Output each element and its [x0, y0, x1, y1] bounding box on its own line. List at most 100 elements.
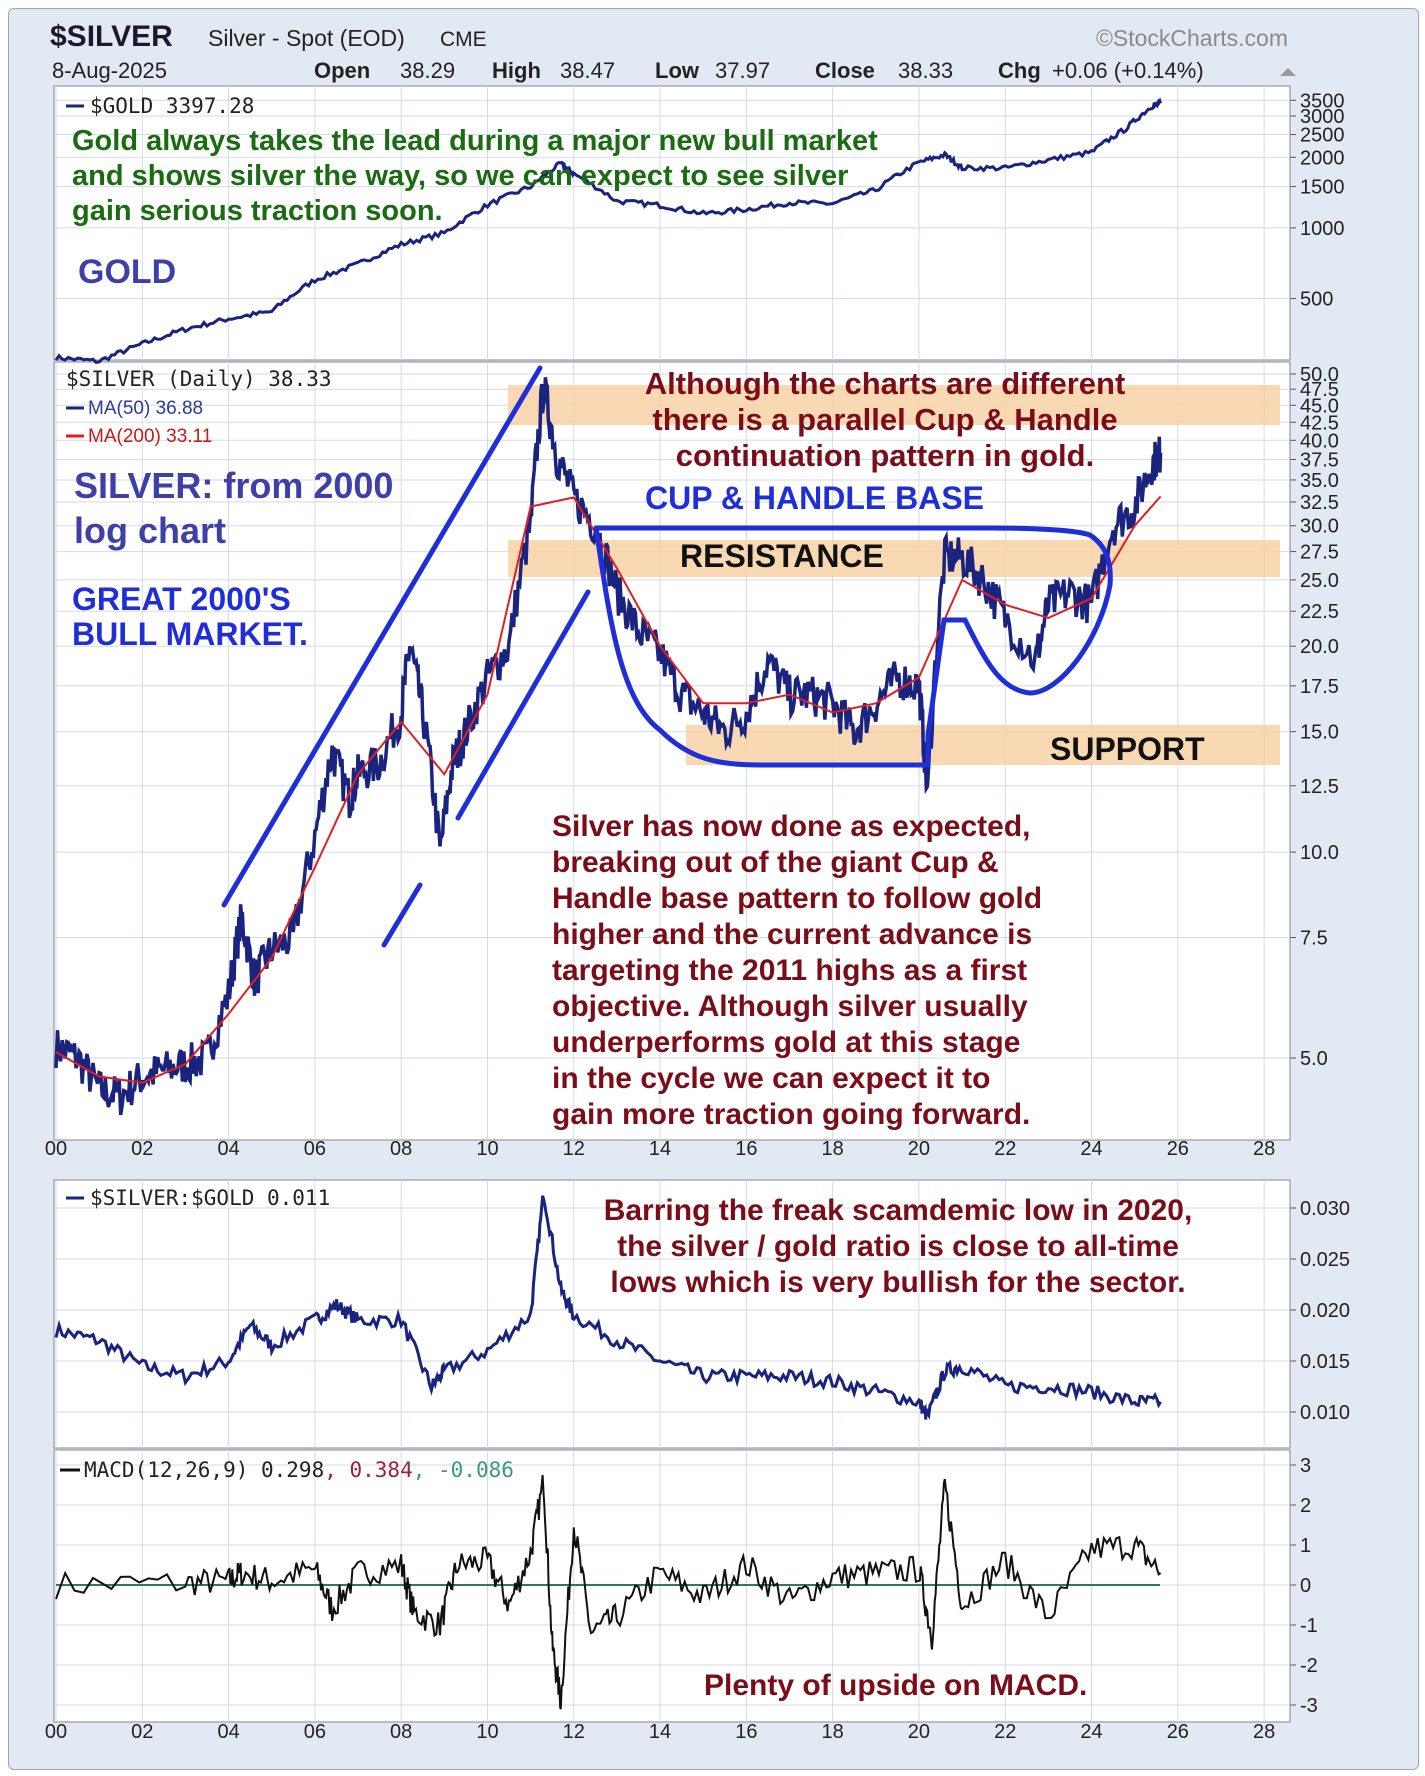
- instrument-name: Silver - Spot (EOD): [208, 25, 405, 51]
- y-tick-label: 0.030: [1300, 1198, 1350, 1220]
- gold-legend: $GOLD 3397.28: [90, 94, 254, 118]
- y-tick-label: 2: [1300, 1495, 1311, 1517]
- macd-legend-macd: MACD(12,26,9) 0.298: [84, 1458, 324, 1482]
- y-tick-label: 0.015: [1300, 1351, 1350, 1373]
- y-tick-label: 3: [1300, 1455, 1311, 1477]
- ratio-line: [54, 1195, 1162, 1421]
- y-tick-label: 22.5: [1300, 601, 1339, 623]
- ratio-annotation-line: lows which is very bullish for the secto…: [610, 1266, 1185, 1299]
- x-tick-label: 26: [1167, 1721, 1189, 1743]
- macd-annotation: Plenty of upside on MACD.: [704, 1669, 1087, 1702]
- silver-top-annotation-line: continuation pattern in gold.: [676, 438, 1094, 473]
- chg-label: Chg: [998, 58, 1041, 83]
- y-tick-label: 1000: [1300, 218, 1345, 240]
- open-value: 38.29: [400, 58, 455, 83]
- silver-body-annotation-line: Silver has now done as expected,: [552, 810, 1031, 843]
- ratio-annotation-line: the silver / gold ratio is close to all-…: [617, 1230, 1179, 1263]
- panel-silver: 50.047.545.042.540.037.535.032.530.0 27.5…: [53, 361, 1339, 1141]
- y-tick-label: 20.0: [1300, 636, 1339, 658]
- x-tick-label: 24: [1080, 1138, 1102, 1160]
- silver-body-annotation-line: targeting the 2011 highs as a first: [552, 954, 1027, 987]
- y-tick-label: 30.0: [1300, 516, 1339, 538]
- silver-title-line: log chart: [74, 510, 226, 551]
- x-tick-label: 20: [908, 1721, 930, 1743]
- y-tick-label: 500: [1300, 289, 1333, 311]
- resistance-band: [508, 540, 1280, 577]
- macd-line: [55, 1474, 1162, 1710]
- x-tick-label: 24: [1080, 1721, 1102, 1743]
- x-tick-label: 12: [563, 1721, 585, 1743]
- x-tick-label: 02: [131, 1138, 153, 1160]
- y-tick-label: 50.0: [1300, 364, 1339, 386]
- y-tick-label: 0.010: [1300, 1402, 1350, 1424]
- x-tick-label: 06: [304, 1138, 326, 1160]
- gold-label: GOLD: [78, 253, 176, 291]
- y-tick-label: 3500: [1300, 90, 1345, 112]
- x-tick-label: 04: [217, 1138, 239, 1160]
- y-tick-label: 2000: [1300, 147, 1345, 169]
- gold-annotation-line: and shows silver the way, so we can expe…: [72, 160, 848, 192]
- chart-date: 8-Aug-2025: [52, 58, 167, 83]
- y-tick-label: 32.5: [1300, 492, 1339, 514]
- x-tick-label: 18: [822, 1138, 844, 1160]
- exchange: CME: [440, 28, 487, 51]
- silver-body-annotation-line: breaking out of the giant Cup &: [552, 846, 999, 879]
- y-tick-label: 10.0: [1300, 842, 1339, 864]
- top-annotation-band: [508, 385, 1280, 425]
- high-label: High: [492, 58, 541, 83]
- close-value: 38.33: [898, 58, 953, 83]
- support-band: [686, 725, 1280, 765]
- y-tick-label: 0.020: [1300, 1300, 1350, 1322]
- low-value: 37.97: [715, 58, 770, 83]
- silver-body-annotation-line: objective. Although silver usually: [552, 990, 1028, 1023]
- y-tick-label: 1500: [1300, 177, 1345, 199]
- silver-body-annotation-line: underperforms gold at this stage: [552, 1026, 1020, 1059]
- ratio-annotation-line: Barring the freak scamdemic low in 2020,: [604, 1194, 1193, 1227]
- silver-body-annotation-line: in the cycle we can expect it to: [552, 1062, 991, 1095]
- chart-header: $SILVER Silver - Spot (EOD) CME ©StockCh…: [50, 20, 1296, 83]
- y-tick-label: 35.0: [1300, 470, 1339, 492]
- silver-top-annotation-line: Although the charts are different: [645, 366, 1126, 401]
- symbol: $SILVER: [50, 20, 173, 53]
- source-credit: ©StockCharts.com: [1096, 25, 1288, 51]
- gold-price-line: [54, 97, 1163, 364]
- y-tick-label: 2500: [1300, 125, 1345, 147]
- cup-and-handle-outline: [593, 525, 1113, 768]
- panel-ratio: 0.030 0.025 0.020 0.015 0.010: [53, 1179, 1350, 1449]
- y-tick-label: 15.0: [1300, 722, 1339, 744]
- x-tick-label: 28: [1253, 1721, 1275, 1743]
- y-tick-label: 40.0: [1300, 430, 1339, 452]
- x-tick-label: 14: [649, 1721, 671, 1743]
- open-label: Open: [314, 58, 370, 83]
- y-tick-label: 1: [1300, 1535, 1311, 1557]
- x-tick-label: 02: [131, 1721, 153, 1743]
- gold-annotation-line: gain serious traction soon.: [72, 195, 443, 227]
- silver-legend: $SILVER (Daily) 38.33: [66, 367, 332, 391]
- y-tick-label: 25.0: [1300, 570, 1339, 592]
- y-tick-label: 5.0: [1300, 1048, 1328, 1070]
- x-tick-label: 28: [1253, 1138, 1275, 1160]
- x-tick-label: 10: [476, 1138, 498, 1160]
- x-tick-label: 26: [1167, 1138, 1189, 1160]
- y-tick-label: 42.5: [1300, 412, 1339, 434]
- support-label: SUPPORT: [1050, 731, 1205, 767]
- x-tick-label: 00: [45, 1138, 67, 1160]
- y-tick-label: 0.025: [1300, 1249, 1350, 1271]
- ma200-legend: MA(200) 33.11: [88, 426, 212, 447]
- high-value: 38.47: [560, 58, 615, 83]
- bull-market-line: BULL MARKET.: [72, 616, 308, 652]
- x-tick-label: 14: [649, 1138, 671, 1160]
- x-tick-label: 16: [735, 1721, 757, 1743]
- x-tick-label: 00: [45, 1721, 67, 1743]
- y-tick-label: 27.5: [1300, 542, 1339, 564]
- y-tick-label: 12.5: [1300, 776, 1339, 798]
- up-arrow-icon: [1280, 68, 1296, 76]
- upper-trendline: [221, 365, 543, 908]
- silver-body-annotation-line: higher and the current advance is: [552, 918, 1032, 951]
- low-label: Low: [655, 58, 700, 83]
- macd-legend-signal: , 0.384: [324, 1458, 413, 1482]
- silver-title-line: SILVER: from 2000: [74, 465, 393, 506]
- x-tick-label: 16: [735, 1138, 757, 1160]
- silver-ma200-line: [55, 495, 1162, 1084]
